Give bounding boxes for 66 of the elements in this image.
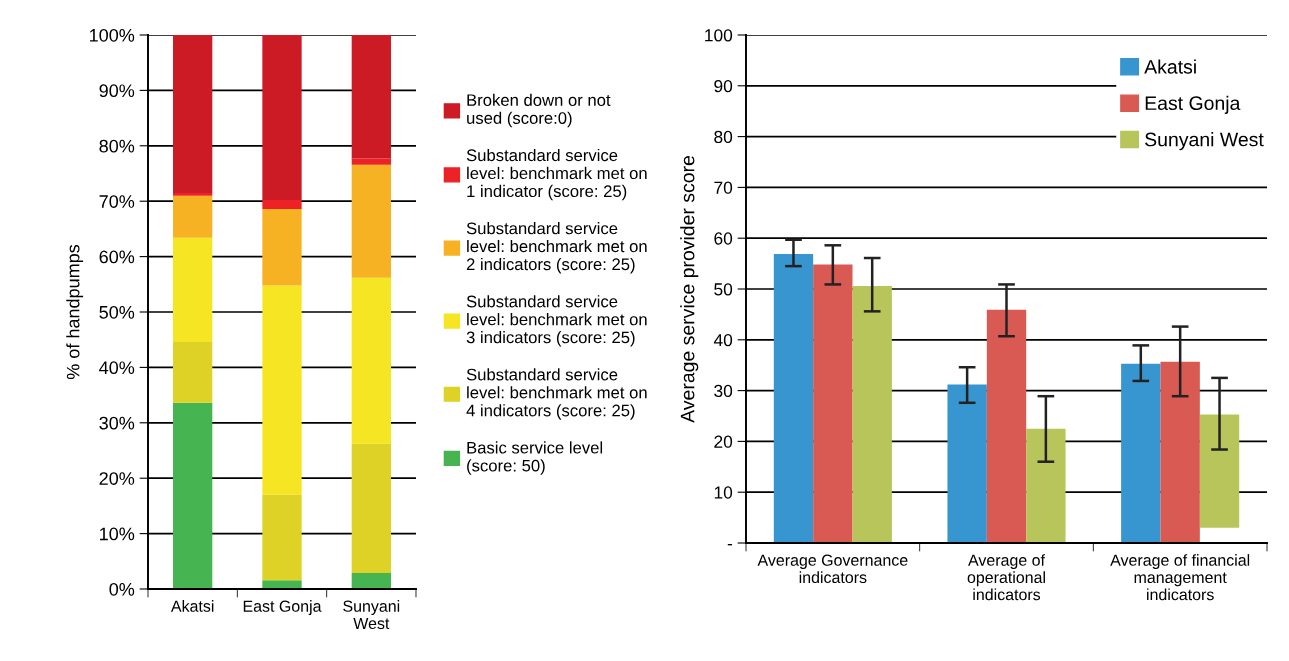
legend-label: Substandard service level: benchmark met on 4 indicators (score: 25) bbox=[466, 368, 647, 420]
y-axis-title: Average service provider score bbox=[680, 156, 699, 423]
y-tick-label: 80% bbox=[99, 139, 135, 153]
bar bbox=[947, 384, 987, 543]
bar bbox=[351, 443, 391, 573]
x-tick-label: East Gonja bbox=[243, 600, 322, 615]
y-tick-label: 90% bbox=[99, 84, 135, 98]
bar bbox=[351, 277, 391, 444]
bar bbox=[351, 572, 391, 589]
bar bbox=[262, 208, 302, 286]
bar bbox=[1026, 428, 1066, 543]
bar bbox=[351, 35, 391, 159]
y-tick-label: 20% bbox=[99, 472, 135, 485]
bar bbox=[173, 192, 213, 196]
bar bbox=[813, 264, 853, 543]
y-tick-label: 0% bbox=[109, 582, 135, 596]
legend-label: Substandard service level: benchmark met on 1 indicator (score: 25) bbox=[466, 148, 647, 201]
bar bbox=[262, 285, 302, 495]
legend-label: Sunyani West bbox=[1145, 132, 1264, 151]
legend-label: Broken down or not used (score:0) bbox=[467, 93, 611, 128]
y-tick-label: 100 bbox=[705, 29, 733, 42]
y-tick-label: 50% bbox=[99, 305, 135, 319]
bar bbox=[351, 158, 391, 165]
bar bbox=[351, 164, 391, 278]
legend-label: Substandard service level: benchmark met on 2 indicators (score: 25) bbox=[466, 222, 647, 274]
bar bbox=[1160, 361, 1200, 543]
x-tick-label: Sunyani West bbox=[343, 600, 400, 630]
bar bbox=[173, 35, 213, 193]
bar bbox=[1199, 414, 1240, 528]
bar bbox=[173, 402, 213, 589]
bar bbox=[262, 200, 302, 209]
bar bbox=[262, 35, 302, 201]
y-tick-label: 20 bbox=[714, 435, 733, 448]
legend-label: East Gonja bbox=[1145, 95, 1241, 114]
y-tick-label: 60% bbox=[99, 250, 135, 264]
x-tick-label: Average of operational indicators bbox=[967, 554, 1046, 601]
bar bbox=[173, 237, 213, 342]
legend-label: Basic service level (score: 50) bbox=[467, 441, 603, 475]
x-tick-label: Average of financial management indicators bbox=[1110, 554, 1250, 601]
y-tick-label: 10 bbox=[714, 486, 733, 499]
y-tick-label: 70% bbox=[99, 195, 135, 208]
y-tick-label: 80 bbox=[714, 130, 733, 144]
bar bbox=[852, 285, 892, 543]
y-tick-label: - bbox=[727, 544, 733, 546]
y-tick-label: 30% bbox=[99, 416, 135, 430]
bar bbox=[262, 580, 302, 589]
y-axis-title: % of handpumps bbox=[66, 244, 84, 380]
y-tick-label: 10% bbox=[100, 527, 135, 541]
bar bbox=[773, 253, 814, 543]
x-tick-label: Average Governance indicators bbox=[757, 554, 908, 584]
bar bbox=[173, 195, 213, 238]
bar bbox=[173, 341, 213, 403]
bar bbox=[262, 494, 302, 581]
bar bbox=[1121, 363, 1161, 543]
bar bbox=[986, 309, 1027, 543]
y-tick-label: 100% bbox=[90, 28, 135, 42]
y-tick-label: 50 bbox=[714, 283, 733, 296]
y-tick-label: 30 bbox=[714, 384, 733, 398]
y-tick-label: 40 bbox=[713, 333, 733, 347]
y-tick-label: 70 bbox=[714, 181, 733, 194]
legend-label: Substandard service level: benchmark met on 3 indicators (score: 25) bbox=[466, 295, 647, 347]
y-tick-label: 40% bbox=[99, 361, 135, 375]
x-tick-label: Akatsi bbox=[170, 600, 214, 612]
y-tick-label: 90 bbox=[714, 79, 733, 93]
legend-label: Akatsi bbox=[1144, 59, 1196, 74]
y-tick-label: 60 bbox=[714, 232, 733, 245]
